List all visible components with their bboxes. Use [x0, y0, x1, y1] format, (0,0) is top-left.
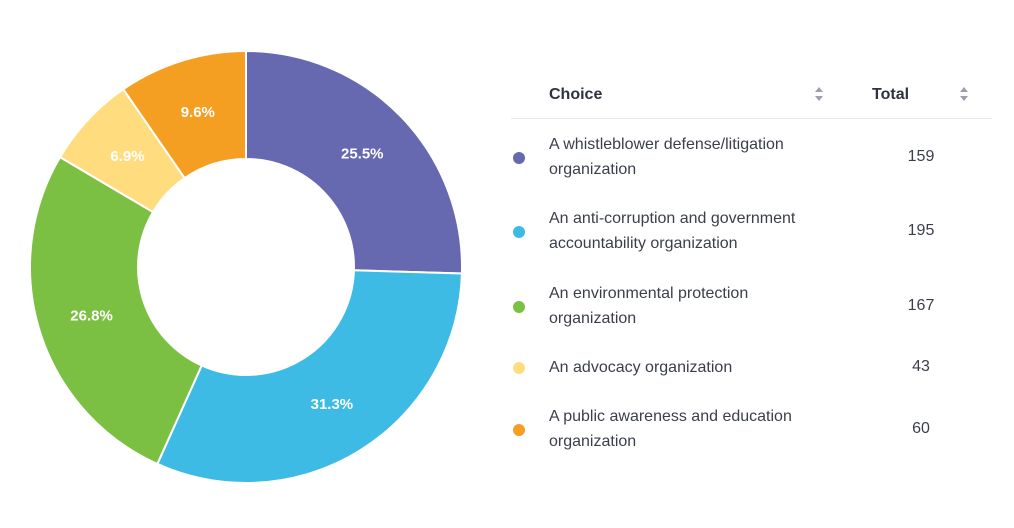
- donut-slice[interactable]: [29, 155, 203, 466]
- legend-total: 60: [912, 420, 930, 437]
- slice-percent-label: 6.9%: [110, 148, 144, 165]
- legend-total: 167: [907, 297, 935, 314]
- legend-swatch-icon: [513, 424, 525, 436]
- sort-choice-icon[interactable]: [815, 87, 823, 101]
- legend-total: 195: [907, 222, 935, 239]
- legend-swatch-icon: [513, 362, 525, 374]
- legend-row: A whistleblower defense/litigation organ…: [511, 132, 992, 184]
- donut-chart: 25.5% 31.3% 26.8% 6.9% 9.6%: [29, 49, 463, 484]
- legend-swatch-icon: [513, 301, 525, 313]
- column-header-choice[interactable]: Choice: [549, 86, 603, 103]
- legend-label: An anti-corruption and government accoun…: [549, 210, 796, 252]
- legend-row: An advocacy organization 43: [511, 355, 992, 383]
- legend-swatch-icon: [513, 226, 525, 238]
- slice-percent-label: 31.3%: [311, 396, 354, 413]
- legend-row: An anti-corruption and government accoun…: [511, 206, 992, 258]
- legend-label: A whistleblower defense/litigation organ…: [549, 136, 784, 178]
- legend-label: A public awareness and education organiz…: [549, 408, 792, 450]
- slice-percent-label: 9.6%: [181, 104, 215, 121]
- slice-percent-label: 25.5%: [341, 146, 384, 163]
- slice-percent-label: 26.8%: [70, 307, 113, 324]
- donut-slice[interactable]: [245, 49, 463, 275]
- legend-label: An environmental protection organization: [549, 285, 749, 327]
- legend-row: A public awareness and education organiz…: [511, 404, 992, 456]
- legend-row: An environmental protection organization…: [511, 281, 992, 333]
- donut-slice[interactable]: [156, 269, 463, 484]
- legend-table: Choice Total A whistleblower defense/lit…: [511, 72, 992, 450]
- legend-swatch-icon: [513, 152, 525, 164]
- legend-total: 43: [912, 358, 930, 375]
- donut-slice[interactable]: [121, 49, 247, 180]
- legend-header: Choice Total: [511, 72, 992, 119]
- sort-total-icon[interactable]: [960, 87, 968, 101]
- column-header-total[interactable]: Total: [872, 86, 910, 103]
- legend-label: An advocacy organization: [549, 359, 733, 376]
- legend-total: 159: [907, 148, 935, 165]
